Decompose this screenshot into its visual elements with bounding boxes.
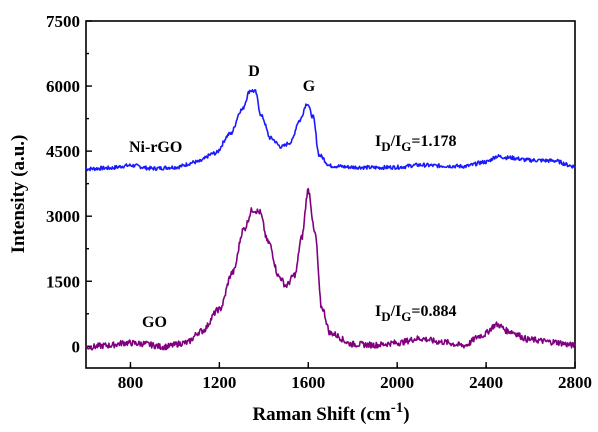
ratio-label-bottom: ID/IG=0.884 [375, 303, 457, 324]
series-line-ni-rgo [85, 89, 576, 172]
x-tick-label: 1600 [291, 373, 325, 392]
g-peak-label: G [303, 78, 316, 95]
x-axis-title-sup: -1 [391, 400, 404, 416]
x-axis-title-main: Raman Shift (cm [252, 404, 390, 425]
y-tick-label: 0 [72, 337, 81, 356]
x-axis-title-end: ) [403, 404, 409, 425]
x-tick-label: 800 [118, 373, 144, 392]
x-tick-label: 2800 [558, 373, 592, 392]
go-label: GO [142, 314, 167, 331]
ni-rgo-label: Ni-rGO [129, 139, 182, 156]
y-tick-label: 7500 [46, 12, 80, 31]
x-tick-label: 2000 [380, 373, 414, 392]
x-axis-ticks: 800 1200 1600 2000 2400 2800 [118, 362, 592, 392]
y-tick-label: 3000 [46, 207, 80, 226]
y-axis-title: Intensity (a.u.) [8, 135, 29, 254]
x-tick-label: 1200 [202, 373, 236, 392]
series-line-go [85, 187, 576, 351]
x-tick-label: 2400 [469, 373, 503, 392]
y-axis-ticks: 0 1500 3000 4500 6000 7500 [46, 12, 92, 356]
plot-frame [85, 20, 576, 369]
y-tick-label: 1500 [46, 272, 80, 291]
x-axis-title: Raman Shift (cm-1) [252, 400, 409, 425]
series-layer [85, 89, 576, 351]
y-tick-label: 4500 [46, 142, 80, 161]
y-tick-label: 6000 [46, 77, 80, 96]
ratio-label-top: ID/IG=1.178 [375, 133, 457, 154]
d-peak-label: D [248, 63, 260, 80]
